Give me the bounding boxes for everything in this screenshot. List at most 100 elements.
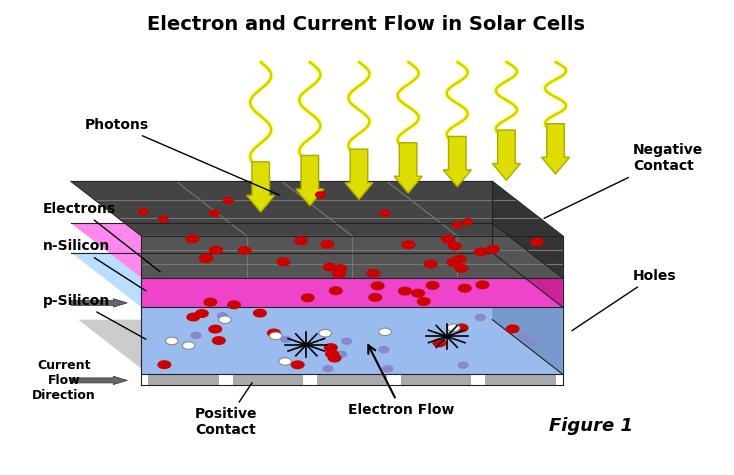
Circle shape xyxy=(223,198,233,204)
Circle shape xyxy=(187,313,200,321)
Circle shape xyxy=(399,287,411,295)
Circle shape xyxy=(337,352,346,357)
Circle shape xyxy=(455,265,468,272)
Circle shape xyxy=(454,256,466,263)
Circle shape xyxy=(474,248,487,256)
Circle shape xyxy=(334,265,346,272)
Text: p-Silicon: p-Silicon xyxy=(43,294,146,339)
Circle shape xyxy=(191,332,201,338)
Circle shape xyxy=(426,282,439,289)
Circle shape xyxy=(448,242,461,250)
Text: Figure 1: Figure 1 xyxy=(549,418,633,436)
Circle shape xyxy=(531,238,543,246)
Circle shape xyxy=(447,324,460,332)
Circle shape xyxy=(269,332,282,340)
Circle shape xyxy=(200,255,212,263)
Circle shape xyxy=(459,285,471,292)
Circle shape xyxy=(239,247,251,254)
Text: Current
Flow
Direction: Current Flow Direction xyxy=(32,359,96,402)
Circle shape xyxy=(527,339,537,344)
Polygon shape xyxy=(142,278,562,307)
FancyArrow shape xyxy=(394,143,422,193)
Circle shape xyxy=(323,366,333,371)
Polygon shape xyxy=(233,374,303,385)
Circle shape xyxy=(277,258,290,266)
Circle shape xyxy=(212,337,225,344)
Polygon shape xyxy=(415,320,556,374)
Circle shape xyxy=(319,329,332,337)
Circle shape xyxy=(383,366,393,371)
Circle shape xyxy=(476,281,489,288)
Polygon shape xyxy=(493,253,562,374)
FancyArrow shape xyxy=(345,149,373,200)
Polygon shape xyxy=(247,320,387,374)
Circle shape xyxy=(138,209,148,215)
Circle shape xyxy=(279,358,291,365)
Circle shape xyxy=(186,235,199,243)
Circle shape xyxy=(447,258,459,266)
Circle shape xyxy=(254,309,266,317)
Polygon shape xyxy=(493,223,562,307)
FancyArrow shape xyxy=(71,376,127,385)
Circle shape xyxy=(333,270,345,278)
Polygon shape xyxy=(71,181,562,236)
Circle shape xyxy=(324,344,337,352)
Polygon shape xyxy=(71,253,562,307)
Circle shape xyxy=(210,246,222,254)
Circle shape xyxy=(158,361,170,369)
FancyArrow shape xyxy=(71,299,127,307)
Polygon shape xyxy=(401,374,471,385)
Circle shape xyxy=(204,298,217,306)
Circle shape xyxy=(330,287,342,294)
Text: Positive
Contact: Positive Contact xyxy=(195,383,257,437)
Circle shape xyxy=(200,254,213,262)
Circle shape xyxy=(324,263,336,271)
Circle shape xyxy=(371,282,384,290)
Polygon shape xyxy=(148,374,219,385)
Polygon shape xyxy=(485,374,556,385)
Circle shape xyxy=(412,289,424,297)
FancyArrow shape xyxy=(443,136,471,187)
FancyArrow shape xyxy=(542,124,570,174)
Circle shape xyxy=(342,338,352,344)
Polygon shape xyxy=(162,320,303,374)
Text: Electron Flow: Electron Flow xyxy=(348,345,454,417)
Circle shape xyxy=(328,354,341,362)
FancyArrow shape xyxy=(493,130,520,180)
Circle shape xyxy=(165,337,178,345)
Circle shape xyxy=(379,328,391,336)
Circle shape xyxy=(159,217,168,222)
Circle shape xyxy=(326,350,338,358)
Circle shape xyxy=(455,324,468,332)
Polygon shape xyxy=(142,236,562,278)
Circle shape xyxy=(402,241,415,248)
Text: Negative
Contact: Negative Contact xyxy=(544,143,703,218)
Circle shape xyxy=(380,210,390,216)
Circle shape xyxy=(281,336,291,342)
Circle shape xyxy=(291,361,304,369)
Polygon shape xyxy=(493,181,562,278)
Circle shape xyxy=(476,314,485,320)
Text: Electrons: Electrons xyxy=(43,202,160,272)
Circle shape xyxy=(302,294,314,302)
Text: Holes: Holes xyxy=(572,269,677,331)
Circle shape xyxy=(442,236,454,243)
Circle shape xyxy=(295,237,308,245)
Circle shape xyxy=(228,301,240,309)
Circle shape xyxy=(217,313,228,319)
Circle shape xyxy=(506,325,519,332)
Polygon shape xyxy=(71,223,562,278)
Circle shape xyxy=(182,342,195,349)
Polygon shape xyxy=(331,320,471,374)
Circle shape xyxy=(219,316,231,323)
Text: n-Silicon: n-Silicon xyxy=(43,239,146,291)
Circle shape xyxy=(433,339,446,347)
Circle shape xyxy=(195,310,208,317)
Circle shape xyxy=(268,329,280,337)
Circle shape xyxy=(487,246,499,253)
FancyArrow shape xyxy=(296,155,324,206)
Circle shape xyxy=(379,347,389,352)
Text: Photons: Photons xyxy=(85,118,279,195)
Circle shape xyxy=(321,240,333,248)
Circle shape xyxy=(367,269,379,277)
